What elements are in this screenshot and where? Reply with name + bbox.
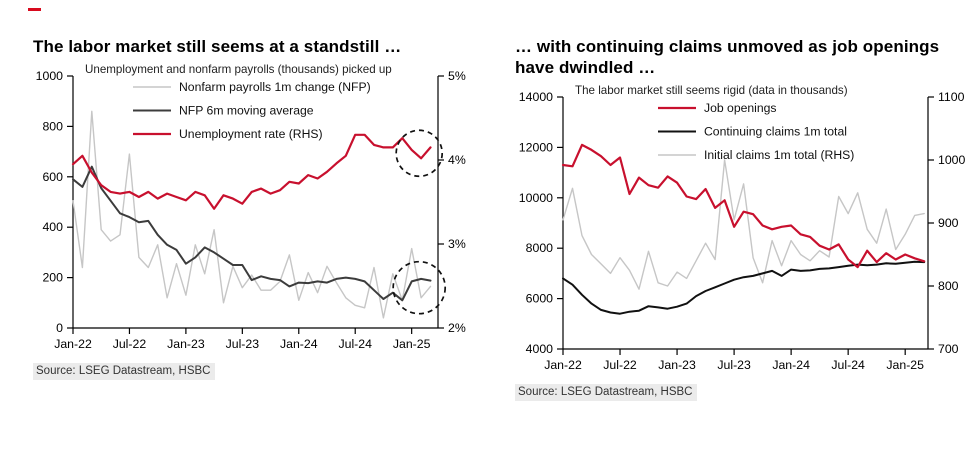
chart-subtitle: Unemployment and nonfarm payrolls (thous… [85,63,392,76]
svg-text:Jul-23: Jul-23 [717,358,751,372]
svg-text:Jul-24: Jul-24 [338,337,372,351]
svg-text:4000: 4000 [526,342,554,356]
svg-text:0: 0 [56,321,63,335]
chart-legend: Job openings Continuing claims 1m total In… [658,101,854,162]
dashed-circle-annotation [395,129,444,178]
series-line-initial-claims-1m-total-rhs- [562,159,925,290]
svg-text:900: 900 [938,216,959,230]
svg-text:Jan-25: Jan-25 [393,337,431,351]
series-line-nfp-6m-moving-average [72,165,432,302]
svg-text:200: 200 [42,271,63,285]
svg-text:Jul-24: Jul-24 [831,358,865,372]
legend-label: NFP 6m moving average [179,104,314,118]
chart-subtitle: The labor market still seems rigid (data… [575,84,848,97]
chart-axes [67,75,444,334]
svg-text:8000: 8000 [526,241,554,255]
svg-text:700: 700 [938,342,959,356]
axis-tick-labels: 0 200 400 600 800 1000 2% 3% 4% 5% Jan-22 Jul-22 Jan… [36,69,466,351]
svg-text:1000: 1000 [938,153,966,167]
series-line-nonfarm-payrolls-1m-change-nfp- [72,110,432,319]
svg-text:Jul-22: Jul-22 [113,337,147,351]
svg-text:400: 400 [42,220,63,234]
svg-text:4%: 4% [448,153,466,167]
svg-text:2%: 2% [448,321,466,335]
right-source-note: Source: LSEG Datastream, HSBC [515,384,698,401]
red-tick-mark [28,8,41,11]
dashed-circle-annotation [392,260,447,315]
svg-text:5%: 5% [448,69,466,83]
svg-text:Jan-22: Jan-22 [544,358,582,372]
legend-label: Continuing claims 1m total [704,125,847,139]
svg-text:Jan-24: Jan-24 [772,358,810,372]
svg-text:Jan-22: Jan-22 [54,337,92,351]
svg-text:Jan-23: Jan-23 [658,358,696,372]
chart-series [71,110,432,319]
series-line-job-openings [561,143,926,269]
svg-text:3%: 3% [448,237,466,251]
svg-text:Jul-23: Jul-23 [226,337,260,351]
svg-text:12000: 12000 [519,140,553,154]
chart-series [561,143,926,315]
legend-label: Job openings [704,101,777,115]
svg-text:1000: 1000 [36,69,64,83]
legend-label: Unemployment rate (RHS) [179,127,323,141]
series-line-unemployment-rate-rhs- [71,133,432,210]
left-panel: The labor market still seems at a stands… [26,36,480,380]
series-line-continuing-claims-1m-total [562,260,926,315]
right-panel: … with continuing claims unmoved as job … [508,36,966,401]
svg-text:Jan-23: Jan-23 [167,337,205,351]
svg-text:10000: 10000 [519,191,553,205]
legend-label: Initial claims 1m total (RHS) [704,148,854,162]
chart-legend: Nonfarm payrolls 1m change (NFP) NFP 6m m… [133,80,371,141]
svg-text:14000: 14000 [519,90,553,104]
svg-text:Jan-24: Jan-24 [280,337,318,351]
svg-text:1100: 1100 [938,90,965,104]
svg-text:800: 800 [938,279,959,293]
svg-text:600: 600 [42,170,63,184]
left-chart-title: The labor market still seems at a stands… [33,37,402,56]
axis-tick-labels: 4000 6000 8000 10000 12000 14000 700 800 900 1000… [519,90,966,372]
legend-label: Nonfarm payrolls 1m change (NFP) [179,80,371,94]
svg-text:Jul-22: Jul-22 [603,358,637,372]
left-source-note: Source: LSEG Datastream, HSBC [33,363,216,380]
right-chart: 4000 6000 8000 10000 12000 14000 700 800 900 1000… [519,84,966,372]
left-chart: 0 200 400 600 800 1000 2% 3% 4% 5% Jan-22 Jul-22 Jan… [36,63,466,351]
svg-text:800: 800 [42,119,63,133]
right-chart-title: … with continuing claims unmoved as job … [515,37,940,77]
chart-axes [557,96,934,355]
svg-text:6000: 6000 [526,292,554,306]
svg-text:Jan-25: Jan-25 [886,358,924,372]
